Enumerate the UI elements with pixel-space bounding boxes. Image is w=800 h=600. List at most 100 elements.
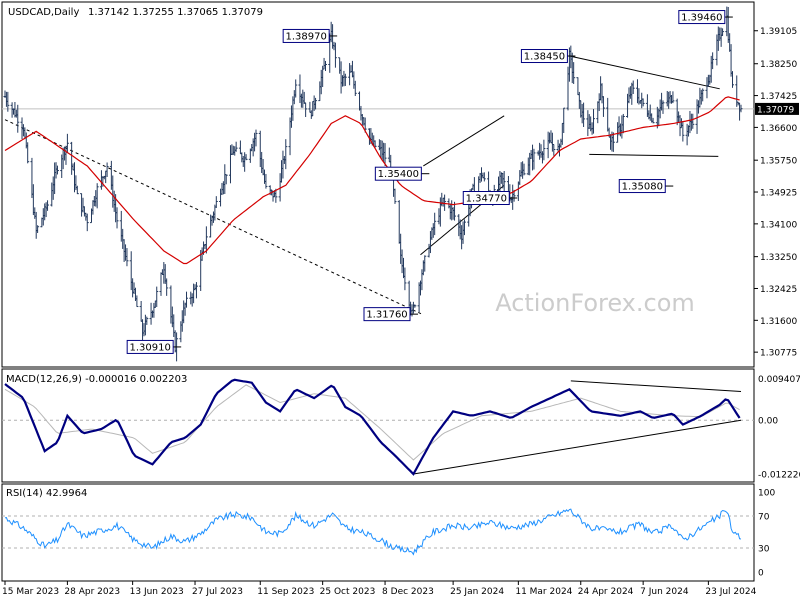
price-bar <box>482 172 486 182</box>
price-bar <box>611 132 615 152</box>
price-bar <box>333 42 337 68</box>
price-tick-label: 1.39105 <box>760 27 797 37</box>
price-annotations: 1.38970 1.38450 1.39460 1.35400 1.34770 1.350… <box>126 10 733 354</box>
x-tick-label: 11 Mar 2024 <box>515 587 572 597</box>
price-bar <box>661 100 665 114</box>
macd-tick-label: -0.012226 <box>758 471 800 481</box>
price-bar <box>423 255 427 272</box>
annotation-label: 1.38450 <box>524 52 565 63</box>
rsi-title: RSI(14) 42.9964 <box>6 488 87 499</box>
price-tick-label: 1.35750 <box>760 157 797 167</box>
price-bar <box>532 148 536 170</box>
annotation-label: 1.35400 <box>378 169 419 180</box>
annotation-label: 1.39460 <box>681 13 722 24</box>
price-bar <box>353 80 357 97</box>
x-tick-label: 23 Jul 2024 <box>705 587 756 597</box>
price-bar <box>274 188 278 203</box>
price-bar <box>16 104 20 133</box>
price-annotation: 1.38970 <box>282 28 338 43</box>
macd-line <box>4 378 741 476</box>
price-bar <box>582 102 586 127</box>
x-tick-label: 11 Sep 2023 <box>257 587 314 597</box>
price-bar <box>284 139 288 170</box>
watermark-text: ActionForex.com <box>495 289 695 317</box>
x-tick-label: 8 Dec 2023 <box>382 587 434 597</box>
price-bar <box>343 73 347 86</box>
price-bars <box>3 6 743 362</box>
price-bar <box>572 62 576 84</box>
price-bar <box>393 188 397 204</box>
rsi-tick-label: 70 <box>758 513 770 523</box>
price-bar <box>46 200 50 211</box>
price-bar <box>631 80 635 95</box>
price-bar <box>36 225 40 233</box>
price-bar <box>462 219 466 236</box>
annotation-box <box>282 28 330 43</box>
annotation-label: 1.35080 <box>622 182 663 193</box>
price-bar <box>522 163 526 176</box>
price-tick-label: 1.31600 <box>760 317 797 327</box>
annotation-label: 1.31760 <box>366 310 407 321</box>
rsi-panel-frame <box>1 483 755 582</box>
price-bar <box>95 183 99 209</box>
price-bar <box>254 129 258 147</box>
price-trendline <box>423 115 505 167</box>
x-tick-label: 25 Oct 2023 <box>320 587 376 597</box>
rsi-tick-label: 0 <box>758 569 764 579</box>
price-bar <box>105 162 109 178</box>
price-bar <box>383 143 387 166</box>
price-annotation: 1.35400 <box>374 166 430 181</box>
price-bar <box>155 286 159 307</box>
signal-line <box>4 384 740 461</box>
price-tick-label: 1.34100 <box>760 220 797 230</box>
price-bar <box>26 142 30 164</box>
macd-lines <box>4 378 741 476</box>
price-bar <box>214 196 218 208</box>
rsi-axis-ticks: 100 70 30 0 <box>758 489 775 579</box>
macd-trendline <box>413 419 742 475</box>
price-tick-label: 1.36600 <box>760 124 797 134</box>
price-bar <box>403 267 407 291</box>
x-tick-label: 27 Jul 2023 <box>192 587 243 597</box>
price-bar <box>165 278 169 296</box>
macd-tick-label: 0.00 <box>758 417 778 427</box>
annotation-box <box>374 166 422 181</box>
price-bar <box>65 133 69 154</box>
price-bar <box>139 300 143 322</box>
rsi-line <box>4 508 742 556</box>
price-bar <box>730 71 734 88</box>
price-bar <box>6 91 10 112</box>
price-bar <box>55 165 59 175</box>
annotation-box <box>678 10 726 25</box>
macd-panel-frame <box>1 368 755 483</box>
annotation-box <box>126 339 174 354</box>
moving-average-path <box>4 96 740 265</box>
macd-axis-ticks: 0.009407 0.00 -0.012226 <box>758 375 800 480</box>
price-bar <box>125 248 129 267</box>
price-bar <box>75 185 79 195</box>
price-bar <box>234 141 238 152</box>
price-tick-label: 1.38250 <box>760 60 797 70</box>
price-annotation: 1.30910 <box>126 339 182 354</box>
x-tick-label: 15 Mar 2023 <box>2 587 59 597</box>
annotation-label: 1.34770 <box>466 194 507 205</box>
price-bar <box>641 98 645 107</box>
price-bar <box>433 212 437 236</box>
x-tick-label: 7 Jun 2024 <box>640 587 689 597</box>
price-bar <box>294 79 298 98</box>
annotation-box <box>618 179 666 194</box>
price-bar <box>592 109 596 134</box>
price-bar <box>691 113 695 129</box>
price-bar <box>115 207 119 229</box>
price-axis-ticks: 1.39105 1.38250 1.37425 1.36600 1.35750 1.349… <box>754 27 797 359</box>
chart-symbol: USDCAD,Daily <box>8 7 79 18</box>
price-bar <box>606 97 610 132</box>
macd-trendline <box>570 380 742 393</box>
macd-tick-label: 0.009407 <box>758 375 800 385</box>
last-price-marker: 1.37079 <box>755 102 799 115</box>
rsi-levels <box>2 515 754 549</box>
x-tick-label: 24 Apr 2024 <box>578 587 634 597</box>
price-bar <box>739 104 743 113</box>
price-annotation: 1.39460 <box>678 10 733 25</box>
